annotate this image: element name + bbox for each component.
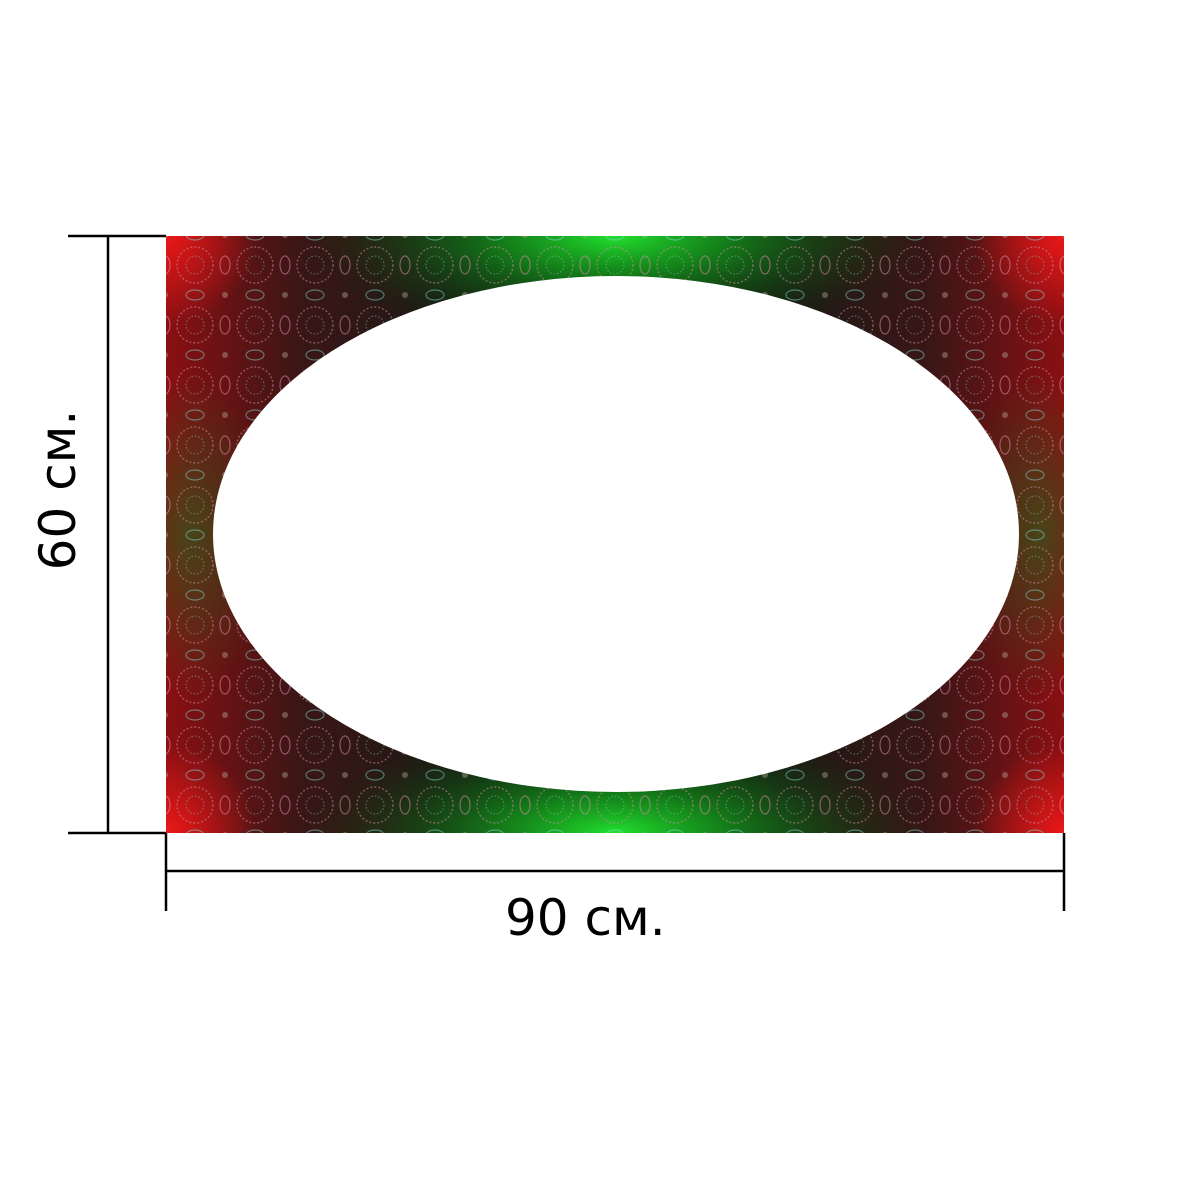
dimension-lines xyxy=(68,234,1066,911)
height-label: 60 см. xyxy=(29,409,87,571)
width-label: 90 см. xyxy=(505,889,666,947)
oval-cutout xyxy=(213,276,1019,792)
product-panel xyxy=(166,236,1064,833)
